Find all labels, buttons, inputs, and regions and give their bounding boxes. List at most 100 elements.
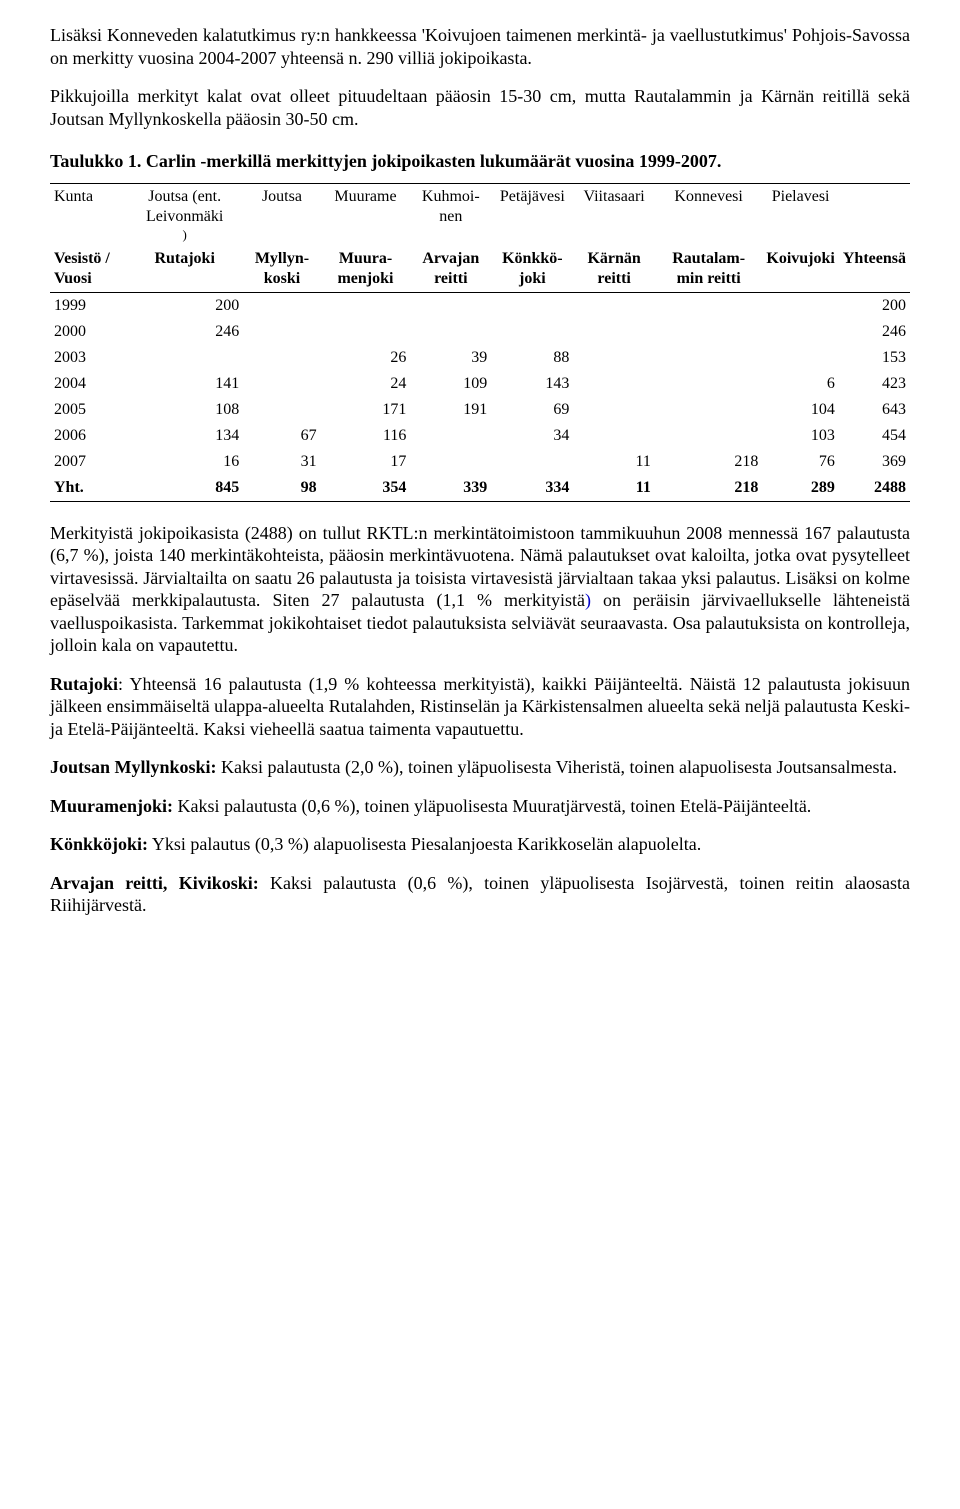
cell-value xyxy=(573,292,655,319)
cell-value: 218 xyxy=(655,449,762,475)
total-label: Yht. xyxy=(50,475,126,502)
table-row: 200613467116 34 103454 xyxy=(50,423,910,449)
section-rutajoki: Rutajoki: Yhteensä 16 palautusta (1,9 % … xyxy=(50,673,910,741)
total-2: 354 xyxy=(321,475,411,502)
cell-value: 76 xyxy=(762,449,838,475)
section-konkkojoki: Könkköjoki: Yksi palautus (0,3 %) alapuo… xyxy=(50,833,910,856)
cell-value: 246 xyxy=(839,319,910,345)
total-3: 339 xyxy=(410,475,491,502)
cell-value xyxy=(573,423,655,449)
cell-value xyxy=(655,371,762,397)
cell-value: 34 xyxy=(491,423,573,449)
total-0: 845 xyxy=(126,475,243,502)
cell-value xyxy=(655,397,762,423)
th-group-0: Joutsa (ent. Leivonmäki ) xyxy=(126,183,243,246)
cell-year: 2003 xyxy=(50,345,126,371)
intro-paragraph-1: Lisäksi Konneveden kalatutkimus ry:n han… xyxy=(50,24,910,69)
cell-value: 109 xyxy=(410,371,491,397)
table-row: 2000246246 xyxy=(50,319,910,345)
th-col-1: Myllyn-koski xyxy=(243,246,320,293)
cell-value xyxy=(321,319,411,345)
table-total-row: Yht. 845 98 354 339 334 11 218 289 2488 xyxy=(50,475,910,502)
th-col-2: Muura-menjoki xyxy=(321,246,411,293)
total-6: 218 xyxy=(655,475,762,502)
section-arvajan: Arvajan reitti, Kivikoski: Kaksi palautu… xyxy=(50,872,910,917)
cell-value: 116 xyxy=(321,423,411,449)
cell-value: 103 xyxy=(762,423,838,449)
cell-value: 24 xyxy=(321,371,411,397)
cell-value xyxy=(655,345,762,371)
cell-value xyxy=(243,319,320,345)
th-col-3: Arvajan reitti xyxy=(410,246,491,293)
cell-value xyxy=(243,397,320,423)
cell-value: 200 xyxy=(839,292,910,319)
cell-value: 69 xyxy=(491,397,573,423)
intro-paragraph-2: Pikkujoilla merkityt kalat ovat olleet p… xyxy=(50,85,910,130)
cell-value xyxy=(762,319,838,345)
table-row: 2005108 17119169 104643 xyxy=(50,397,910,423)
cell-value: 171 xyxy=(321,397,411,423)
table-row: 2003263988153 xyxy=(50,345,910,371)
th-group-3: Kuhmoi-nen xyxy=(410,183,491,246)
cell-value xyxy=(491,449,573,475)
cell-value xyxy=(126,345,243,371)
cell-value xyxy=(410,423,491,449)
cell-value: 108 xyxy=(126,397,243,423)
cell-value: 423 xyxy=(839,371,910,397)
th-group-5: Viitasaari xyxy=(573,183,655,246)
cell-value xyxy=(655,292,762,319)
th-col-6: Rautalam-min reitti xyxy=(655,246,762,293)
th-group-label: Kunta xyxy=(50,183,126,246)
section-joutsa: Joutsan Myllynkoski: Kaksi palautusta (2… xyxy=(50,756,910,779)
cell-value: 153 xyxy=(839,345,910,371)
cell-value: 67 xyxy=(243,423,320,449)
cell-year: 2007 xyxy=(50,449,126,475)
cell-value: 454 xyxy=(839,423,910,449)
cell-value: 200 xyxy=(126,292,243,319)
cell-value: 369 xyxy=(839,449,910,475)
cell-value: 11 xyxy=(573,449,655,475)
total-1: 98 xyxy=(243,475,320,502)
th-col-7: Koivujoki xyxy=(762,246,838,293)
total-4: 334 xyxy=(491,475,573,502)
cell-value xyxy=(655,319,762,345)
total-7: 289 xyxy=(762,475,838,502)
cell-value: 104 xyxy=(762,397,838,423)
cell-year: 2006 xyxy=(50,423,126,449)
cell-value xyxy=(573,397,655,423)
cell-year: 1999 xyxy=(50,292,126,319)
cell-value: 643 xyxy=(839,397,910,423)
cell-value: 17 xyxy=(321,449,411,475)
mid-paragraph: Merkityistä jokipoikasista (2488) on tul… xyxy=(50,522,910,657)
th-group-7: Pielavesi xyxy=(762,183,838,246)
th-group-2: Muurame xyxy=(321,183,411,246)
cell-value xyxy=(243,292,320,319)
cell-value xyxy=(410,449,491,475)
cell-value xyxy=(243,345,320,371)
cell-value xyxy=(762,292,838,319)
cell-value xyxy=(762,345,838,371)
th-col-5: Kärnän reitti xyxy=(573,246,655,293)
cell-value: 134 xyxy=(126,423,243,449)
th-cols-label: Vesistö / Vuosi xyxy=(50,246,126,293)
table-row: 2004141241091436423 xyxy=(50,371,910,397)
section-muuramenjoki: Muuramenjoki: Kaksi palautusta (0,6 %), … xyxy=(50,795,910,818)
th-col-8: Yhteensä xyxy=(839,246,910,293)
cell-value: 31 xyxy=(243,449,320,475)
th-group-6: Konnevesi xyxy=(655,183,762,246)
cell-value: 246 xyxy=(126,319,243,345)
th-col-4: Könkkö-joki xyxy=(491,246,573,293)
cell-value: 143 xyxy=(491,371,573,397)
cell-value: 26 xyxy=(321,345,411,371)
cell-value xyxy=(491,292,573,319)
cell-value: 88 xyxy=(491,345,573,371)
cell-value xyxy=(410,319,491,345)
table-caption: Taulukko 1. Carlin -merkillä merkittyjen… xyxy=(50,150,910,173)
cell-value: 6 xyxy=(762,371,838,397)
cell-year: 2005 xyxy=(50,397,126,423)
cell-value: 16 xyxy=(126,449,243,475)
th-group-1: Joutsa xyxy=(243,183,320,246)
total-5: 11 xyxy=(573,475,655,502)
cell-value: 191 xyxy=(410,397,491,423)
cell-value xyxy=(491,319,573,345)
